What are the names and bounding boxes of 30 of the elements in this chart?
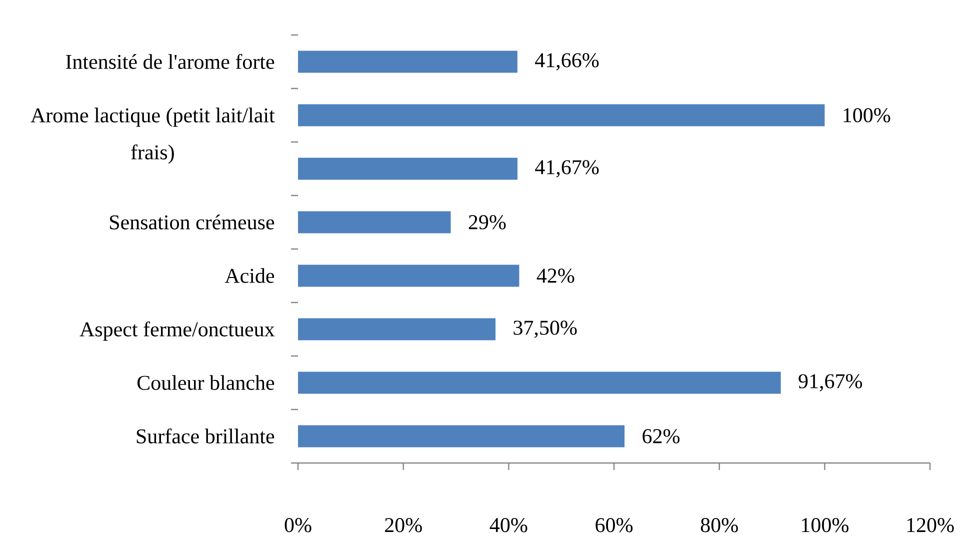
data-label: 41,66% — [535, 53, 599, 70]
data-label: 62% — [642, 429, 680, 444]
y-tick-label: Couleur blanche — [137, 375, 274, 390]
x-tick-label: 100% — [802, 518, 848, 532]
y-tick-label: Surface brillante — [136, 428, 274, 444]
data-label: 42% — [536, 268, 574, 283]
x-tick-label: 80% — [700, 518, 738, 532]
data-label: 37,50% — [514, 320, 577, 338]
y-tick-label: Acide — [224, 268, 274, 283]
bar — [298, 318, 496, 340]
x-tick-label: 60% — [596, 518, 633, 532]
data-label: 29% — [468, 215, 506, 230]
bar — [298, 50, 518, 73]
x-tick-label: 0% — [284, 518, 312, 532]
bar — [298, 372, 781, 394]
y-tick-label: Aspect ferme/onctueux — [80, 321, 275, 341]
bar — [298, 104, 825, 126]
bar — [298, 425, 625, 448]
x-tick-label: 40% — [490, 518, 528, 532]
bar — [298, 211, 451, 234]
x-tick-label: 20% — [385, 518, 422, 532]
x-tick-label: 120% — [907, 518, 954, 532]
y-tick-label: Arome lactique (petit lait/lait frais) — [30, 108, 275, 164]
y-tick-label: Sensation crémeuse — [110, 214, 274, 230]
data-label: 100% — [844, 108, 890, 122]
bar — [298, 264, 520, 287]
data-label: 91,67% — [798, 374, 862, 392]
bar — [298, 158, 518, 180]
data-label: 41,67% — [535, 160, 599, 178]
y-tick-label: Intensité de l'arome forte — [66, 54, 274, 69]
